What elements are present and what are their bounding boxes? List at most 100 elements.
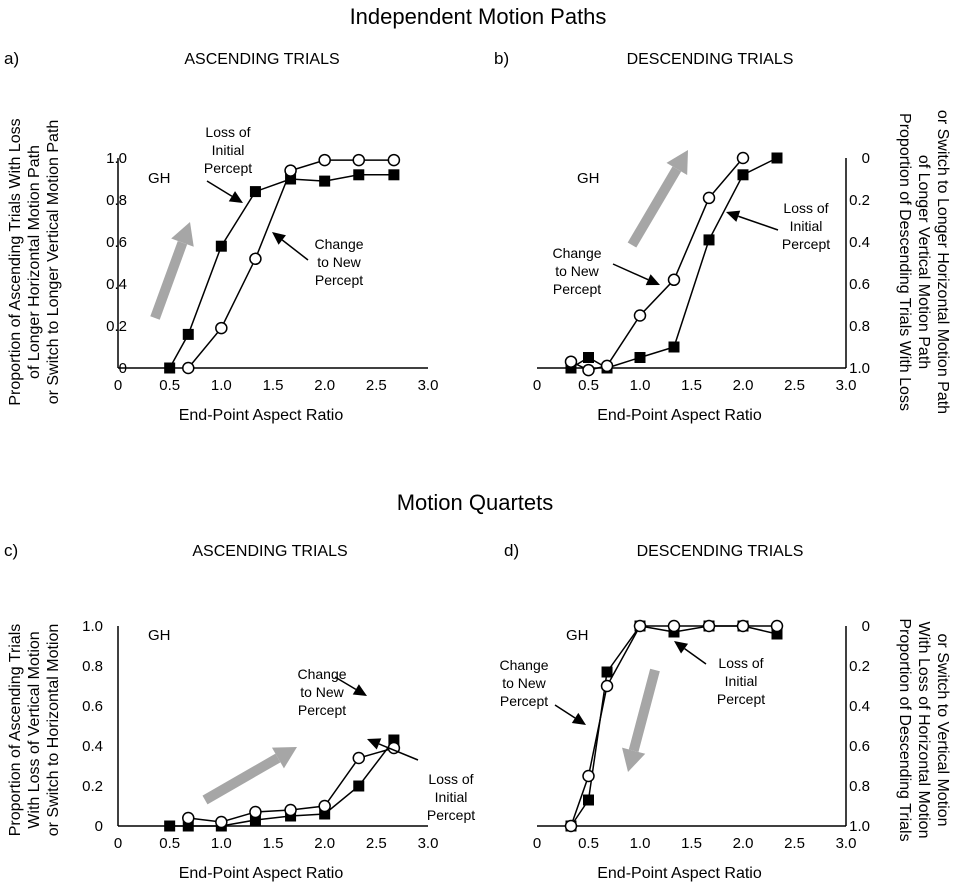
panel-d-y-tick-1: 0.8 bbox=[849, 778, 870, 795]
panel-c-x-tick-2-5: 2.5 bbox=[366, 835, 387, 852]
panel-c-annotation-2-pointer bbox=[378, 743, 419, 761]
panel-d-annotation-2-arrowhead-icon bbox=[674, 641, 689, 654]
panel-b-x-tick-1-5: 1.5 bbox=[681, 377, 702, 394]
panel-c-line-squares bbox=[169, 739, 395, 827]
panel-c-annotation-1-line-1: Change bbox=[297, 666, 346, 682]
panel-a-circle-point bbox=[249, 252, 262, 266]
panel-c-annotation-2-arrowhead-icon bbox=[367, 738, 382, 750]
panel-c-circle-point bbox=[249, 805, 262, 819]
panel-d-square-point bbox=[601, 666, 613, 678]
panel-c-x-tick-0: 0 bbox=[114, 835, 122, 852]
panel-d-circle-point bbox=[667, 619, 681, 633]
panel-c-y-tick-0: 0 bbox=[95, 818, 103, 835]
panel-a-x-tick-3-0: 3.0 bbox=[418, 377, 439, 394]
panel-b-square-point bbox=[583, 352, 594, 363]
panel-a-circle-point bbox=[284, 164, 297, 177]
panel-d-subject-label: GH bbox=[566, 627, 589, 644]
section-title-independent-motion-paths: Independent Motion Paths bbox=[350, 4, 607, 29]
panel-d-y-tick-4: 0.2 bbox=[849, 658, 870, 675]
panel-d-circle-point bbox=[582, 769, 595, 783]
panel-b-direction-arrow-shaft bbox=[627, 166, 682, 248]
panel-b-x-tick-0: 0 bbox=[533, 377, 541, 394]
panel-a-direction-arrow-up-icon bbox=[171, 222, 194, 247]
panel-a-square-point bbox=[319, 175, 331, 187]
panel-d-y-tick-2: 0.6 bbox=[849, 738, 870, 755]
panel-d-direction-arrow-down-icon bbox=[622, 747, 646, 772]
panel-d-title: DESCENDING TRIALS bbox=[637, 543, 804, 560]
panel-a-annotation-2-line-2: to New bbox=[317, 254, 361, 270]
panel-c-annotation-1-line-3: Percept bbox=[298, 702, 346, 718]
panel-a-square-point bbox=[164, 362, 176, 374]
panel-c-square-point bbox=[182, 820, 194, 832]
panel-b-circle-point bbox=[702, 191, 716, 205]
panel-b-x-tick-2-5: 2.5 bbox=[784, 377, 805, 394]
panel-d-circle-point bbox=[702, 619, 716, 633]
panel-b-circle-point bbox=[582, 363, 595, 377]
panel-c-y-tick-2: 0.4 bbox=[82, 738, 103, 755]
panel-d-x-tick-1-5: 1.5 bbox=[681, 835, 702, 852]
panel-c-y-axis-label-line-3: or Switch to Horizontal Motion bbox=[45, 624, 62, 837]
panel-b-circle-point bbox=[633, 309, 647, 322]
panel-a-annotation-1-line-3: Percept bbox=[204, 160, 252, 176]
panel-a-label: a) bbox=[4, 49, 19, 68]
panel-c-subject-label: GH bbox=[148, 627, 171, 644]
panel-a-subject-label: GH bbox=[148, 170, 171, 187]
panel-a-direction-arrow-shaft bbox=[150, 240, 188, 320]
panel-c-x-tick-0-5: 0.5 bbox=[159, 835, 180, 852]
panel-a-square-point bbox=[353, 169, 365, 181]
panel-d-circle-point bbox=[564, 819, 578, 833]
panel-b-annotation-1-line-3: Percept bbox=[553, 281, 601, 297]
panel-c-direction-arrow-up-icon bbox=[271, 747, 297, 769]
panel-b-y-axis-label-line-1: Proportion of Descending Trials With Los… bbox=[896, 113, 913, 411]
panel-b-x-tick-3-0: 3.0 bbox=[836, 377, 857, 394]
panel-c-square-point bbox=[319, 808, 331, 820]
panel-d-annotation-2-line-1: Loss of bbox=[718, 655, 763, 671]
panel-a-square-point bbox=[388, 169, 400, 181]
panel-d-circle-point bbox=[770, 619, 784, 633]
panel-b-annotation-2-pointer bbox=[738, 215, 779, 231]
panel-c-annotation-2-line-1: Loss of bbox=[428, 771, 473, 787]
panel-c-circle-point bbox=[215, 815, 228, 829]
panel-d-x-tick-2-5: 2.5 bbox=[784, 835, 805, 852]
panel-c-y-axis-label-line-2: With Loss of Vertical Motion bbox=[26, 631, 43, 828]
panel-a-line-squares bbox=[169, 174, 394, 369]
panel-b-annotation-1-line-1: Change bbox=[552, 245, 601, 261]
panel-c-direction-arrow-shaft bbox=[202, 753, 281, 805]
panel-c-annotation-2-line-3: Percept bbox=[427, 807, 475, 823]
panel-a-y-tick-3: 0.6 bbox=[106, 234, 127, 251]
panel-b-annotation-2-line-3: Percept bbox=[782, 236, 830, 252]
panel-d-annotation-2-line-3: Percept bbox=[717, 691, 765, 707]
panel-c-y-tick-4: 0.8 bbox=[82, 658, 103, 675]
panel-b-x-tick-2-0: 2.0 bbox=[733, 377, 754, 394]
panel-b-y-tick-4: 0.2 bbox=[849, 192, 870, 209]
panel-d-annotation-1-arrowhead-icon bbox=[571, 712, 586, 725]
panel-d-label: d) bbox=[504, 541, 519, 560]
panel-a-x-tick-0-5: 0.5 bbox=[159, 377, 180, 394]
panel-a-annotation-1-line-2: Initial bbox=[212, 142, 245, 158]
panel-a-annotation-2-line-3: Percept bbox=[315, 272, 363, 288]
panel-b-x-tick-0-5: 0.5 bbox=[578, 377, 599, 394]
panel-b-square-point bbox=[771, 152, 783, 164]
panel-b-annotation-2-line-2: Initial bbox=[790, 218, 823, 234]
panel-c-annotation-1-line-2: to New bbox=[300, 684, 344, 700]
panel-d-y-axis-label-line-2: With Loss of Horizontal Motion bbox=[915, 622, 932, 839]
panel-a-x-tick-0: 0 bbox=[114, 377, 122, 394]
panel-a-y-tick-2: 0.4 bbox=[106, 276, 127, 293]
panel-a-y-axis-label-line-2: of Longer Horizontal Motion Path bbox=[26, 145, 43, 379]
panel-d-square-point bbox=[771, 628, 783, 640]
panel-c-circle-point bbox=[318, 799, 331, 813]
panel-a-circle-point bbox=[182, 361, 195, 375]
panel-a-x-axis-label: End-Point Aspect Ratio bbox=[179, 407, 344, 424]
panel-a-annotation-1-pointer bbox=[206, 180, 233, 197]
panel-d-square-point bbox=[583, 794, 594, 806]
panel-b-y-tick-1: 0.8 bbox=[849, 318, 870, 335]
panel-a-circle-point bbox=[215, 321, 228, 335]
panel-a-y-tick-0: 0 bbox=[119, 360, 127, 377]
panel-a-y-tick-4: 0.8 bbox=[106, 192, 127, 209]
panel-c-x-tick-3-0: 3.0 bbox=[418, 835, 439, 852]
panel-c-square-point bbox=[164, 820, 176, 832]
panel-c-x-tick-2-0: 2.0 bbox=[314, 835, 335, 852]
panel-a-title: ASCENDING TRIALS bbox=[184, 51, 339, 68]
panel-b-label: b) bbox=[494, 49, 509, 68]
